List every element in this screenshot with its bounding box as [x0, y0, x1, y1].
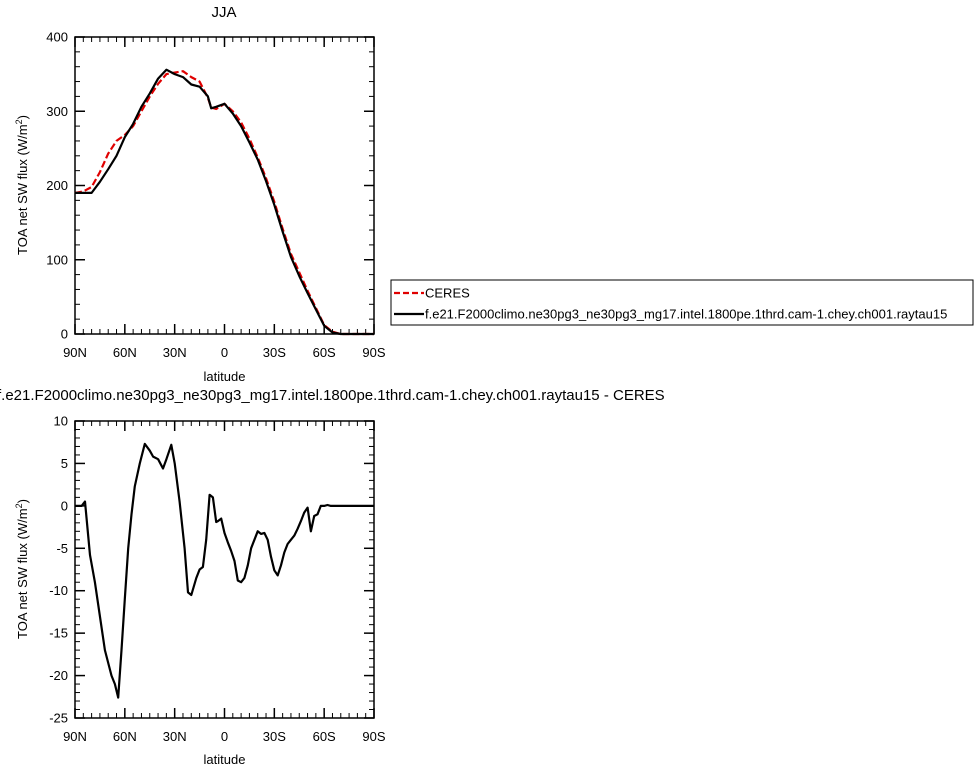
legend-label: CERES — [425, 286, 470, 301]
y-axis-title-main: TOA net SW flux (W/m — [15, 124, 30, 255]
x-tick-label: 30S — [263, 729, 286, 744]
x-tick-label: 90N — [63, 345, 87, 360]
x-tick-label: 30N — [163, 345, 187, 360]
y-tick-label: 100 — [46, 252, 68, 267]
x-tick-label: 30N — [163, 729, 187, 744]
y-axis-title: TOA net SW flux (W/m2) — [14, 115, 30, 255]
y-axis-title-sup: 2 — [14, 503, 24, 508]
x-tick-label: 90S — [362, 345, 385, 360]
y-tick-label: -15 — [49, 626, 68, 641]
y-tick-label: 200 — [46, 178, 68, 193]
legend-label: f.e21.F2000climo.ne30pg3_ne30pg3_mg17.in… — [425, 307, 947, 322]
plot-frame — [74, 36, 375, 335]
y-tick-label: -5 — [56, 541, 68, 556]
y-tick-label: 10 — [54, 414, 68, 429]
y-tick-label: -10 — [49, 583, 68, 598]
series-line-f — [75, 68, 374, 336]
y-tick-label: 400 — [46, 30, 68, 45]
x-tick-label: 60N — [113, 345, 137, 360]
x-axis-title: latitude — [204, 369, 246, 384]
y-tick-label: 0 — [61, 498, 68, 513]
chart-title: JJA — [211, 4, 236, 21]
y-tick-label: -20 — [49, 668, 68, 683]
y-tick-label: 300 — [46, 104, 68, 119]
bottom-chart: f.e21.F2000climo.ne30pg3_ne30pg3_mg17.in… — [0, 387, 665, 767]
y-axis-title-close: ) — [15, 499, 30, 503]
x-tick-label: 90S — [362, 729, 385, 744]
y-tick-label: -25 — [49, 711, 68, 726]
x-tick-label: 30S — [263, 345, 286, 360]
x-axis-title: latitude — [204, 752, 246, 767]
y-axis-title: TOA net SW flux (W/m2) — [14, 499, 30, 639]
y-axis-title-sup: 2 — [14, 119, 24, 124]
y-tick-label: 5 — [61, 456, 68, 471]
series-line-ceres — [74, 70, 374, 336]
y-tick-label: 0 — [61, 327, 68, 342]
x-tick-label: 60N — [113, 729, 137, 744]
chart-title: f.e21.F2000climo.ne30pg3_ne30pg3_mg17.in… — [0, 387, 665, 404]
y-axis-title-close: ) — [15, 115, 30, 119]
legend: CERES f.e21.F2000climo.ne30pg3_ne30pg3_mg… — [390, 279, 974, 326]
x-tick-label: 60S — [313, 345, 336, 360]
legend-box — [390, 279, 974, 326]
series-line-difference — [75, 442, 374, 699]
x-tick-label: 90N — [63, 729, 87, 744]
x-tick-label: 60S — [313, 729, 336, 744]
x-tick-label: 0 — [221, 345, 228, 360]
y-axis-title-main: TOA net SW flux (W/m — [15, 508, 30, 639]
top-chart: JJA 90N 60N 30N 0 30S 60S 90S 0 100 200 300 400 latit… — [14, 4, 974, 384]
x-tick-label: 0 — [221, 729, 228, 744]
